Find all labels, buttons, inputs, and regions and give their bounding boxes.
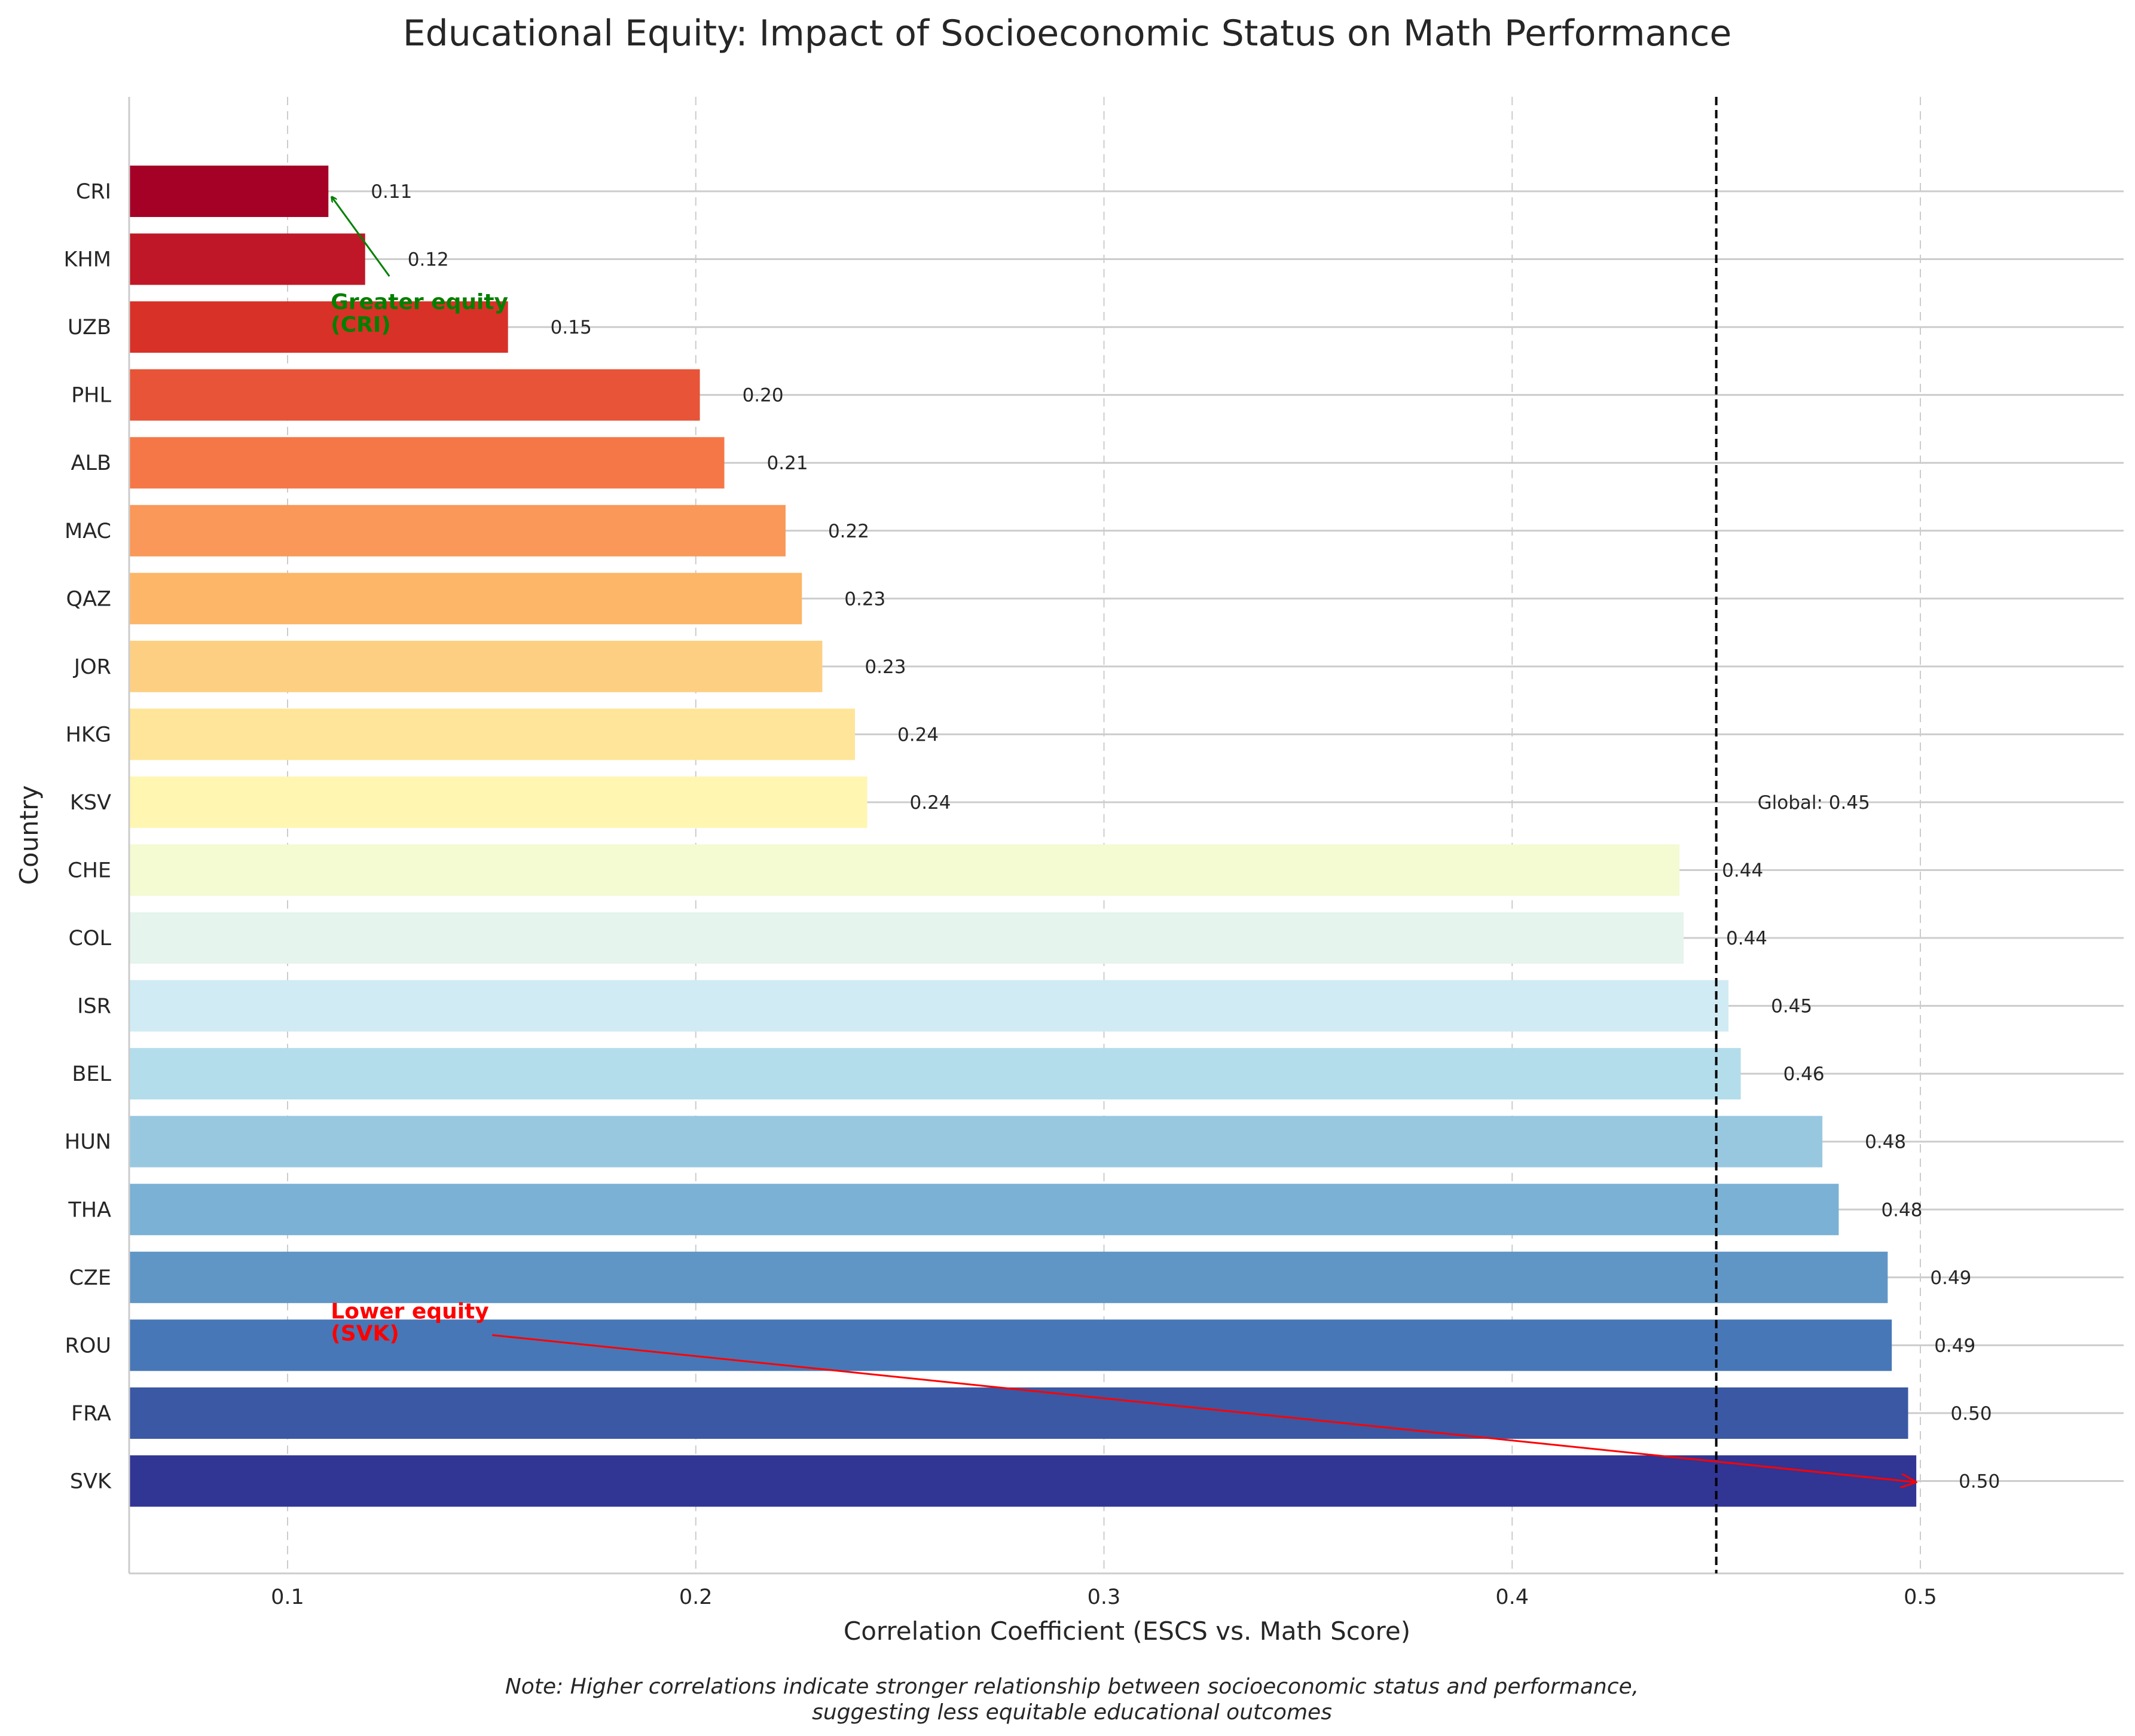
y-tick-label-alb: ALB	[71, 451, 111, 475]
annotation-text-svk-line-2: (SVK)	[331, 1321, 399, 1346]
y-tick-label-hun: HUN	[65, 1130, 111, 1154]
value-label-fra: 0.50	[1951, 1403, 1992, 1425]
x-tick-label: 0.2	[679, 1585, 713, 1609]
bars	[129, 166, 1917, 1507]
bar-svk	[129, 1455, 1917, 1507]
value-label-jor: 0.23	[865, 656, 906, 678]
value-label-hkg: 0.24	[897, 724, 939, 745]
y-tick-labels: CRI KHM UZB PHL ALB MAC QAZ JOR HKG KSV CHE COL ISR B…	[64, 180, 112, 1493]
y-tick-label-jor: JOR	[73, 655, 111, 679]
value-label-cri: 0.11	[371, 181, 412, 203]
annotation-arrow-lower-equity	[492, 1334, 1916, 1482]
value-labels: 0.11 0.12 0.15 0.20 0.21 0.22 0.23 0.23 0.24 0.24…	[371, 181, 2000, 1492]
global-reference-label: Global: 0.45	[1758, 792, 1870, 814]
y-tick-label-qaz: QAZ	[66, 587, 111, 611]
footnote-line-2: suggesting less equitable educational ou…	[812, 1700, 1332, 1725]
bar-che	[129, 844, 1680, 896]
bar-ksv	[129, 776, 868, 828]
bar-cri	[129, 166, 329, 217]
value-label-khm: 0.12	[408, 249, 449, 271]
bar-col	[129, 912, 1684, 964]
bar-uzb	[129, 301, 508, 353]
y-tick-label-bel: BEL	[72, 1062, 111, 1086]
annotation-text-cri-line-2: (CRI)	[331, 313, 390, 337]
bar-hun	[129, 1115, 1823, 1167]
x-tick-label: 0.1	[271, 1585, 304, 1609]
bar-jor	[129, 640, 823, 692]
y-tick-label-uzb: UZB	[68, 316, 111, 340]
bar-cze	[129, 1251, 1888, 1303]
value-label-isr: 0.45	[1771, 996, 1812, 1017]
value-label-svk: 0.50	[1959, 1471, 2000, 1492]
bar-mac	[129, 505, 786, 557]
chart-title: Educational Equity: Impact of Socioecono…	[403, 13, 1732, 54]
value-label-alb: 0.21	[767, 453, 808, 474]
y-tick-label-ksv: KSV	[70, 791, 111, 815]
value-label-bel: 0.46	[1783, 1063, 1825, 1085]
x-tick-label: 0.3	[1088, 1585, 1121, 1609]
bar-bel	[129, 1048, 1741, 1100]
y-tick-label-khm: KHM	[64, 248, 111, 272]
x-axis-label: Correlation Coefficient (ESCS vs. Math S…	[844, 1616, 1410, 1646]
value-label-phl: 0.20	[743, 385, 784, 407]
y-tick-label-che: CHE	[68, 859, 111, 883]
value-label-cze: 0.49	[1930, 1267, 1971, 1289]
y-axis-label: Country	[14, 786, 44, 885]
bar-isr	[129, 980, 1729, 1032]
x-tick-label: 0.4	[1495, 1585, 1529, 1609]
value-label-hun: 0.48	[1865, 1132, 1906, 1153]
footnote-line-1: Note: Higher correlations indicate stron…	[505, 1674, 1639, 1699]
value-label-rou: 0.49	[1934, 1335, 1975, 1356]
value-label-uzb: 0.15	[551, 317, 592, 338]
y-tick-label-phl: PHL	[71, 384, 111, 408]
value-label-ksv: 0.24	[910, 792, 951, 814]
reference-line-group: Global: 0.45	[1715, 97, 1870, 1573]
bar-phl	[129, 369, 700, 421]
bar-rou	[129, 1319, 1892, 1371]
value-label-mac: 0.22	[828, 521, 869, 542]
y-tick-label-isr: ISR	[77, 995, 111, 1019]
value-label-che: 0.44	[1722, 860, 1763, 882]
annotations: Greater equity(CRI) Lower equity(SVK)	[331, 197, 1916, 1482]
annotation-arrow-greater-equity	[332, 197, 390, 277]
y-tick-label-cze: CZE	[69, 1266, 111, 1290]
bar-alb	[129, 437, 725, 489]
annotation-text-cri-line-1: Greater equity	[331, 290, 508, 314]
y-tick-label-tha: THA	[68, 1198, 111, 1222]
bar-qaz	[129, 573, 802, 625]
value-label-tha: 0.48	[1881, 1199, 1922, 1221]
x-tick-labels: 0.1 0.2 0.3 0.4 0.5	[271, 1585, 1937, 1609]
value-label-qaz: 0.23	[844, 588, 885, 610]
y-tick-label-fra: FRA	[71, 1402, 111, 1426]
bar-khm	[129, 233, 365, 285]
y-tick-label-mac: MAC	[65, 519, 111, 543]
y-tick-label-rou: ROU	[65, 1334, 112, 1358]
y-tick-label-col: COL	[69, 927, 112, 950]
x-tick-label: 0.5	[1904, 1585, 1937, 1609]
annotation-text-svk-line-1: Lower equity	[331, 1299, 488, 1324]
value-label-col: 0.44	[1726, 928, 1767, 949]
bar-fra	[129, 1387, 1908, 1439]
y-tick-label-svk: SVK	[70, 1469, 112, 1493]
y-tick-label-cri: CRI	[76, 180, 111, 204]
bar-hkg	[129, 708, 856, 760]
y-tick-label-hkg: HKG	[66, 723, 111, 747]
bar-tha	[129, 1184, 1839, 1236]
